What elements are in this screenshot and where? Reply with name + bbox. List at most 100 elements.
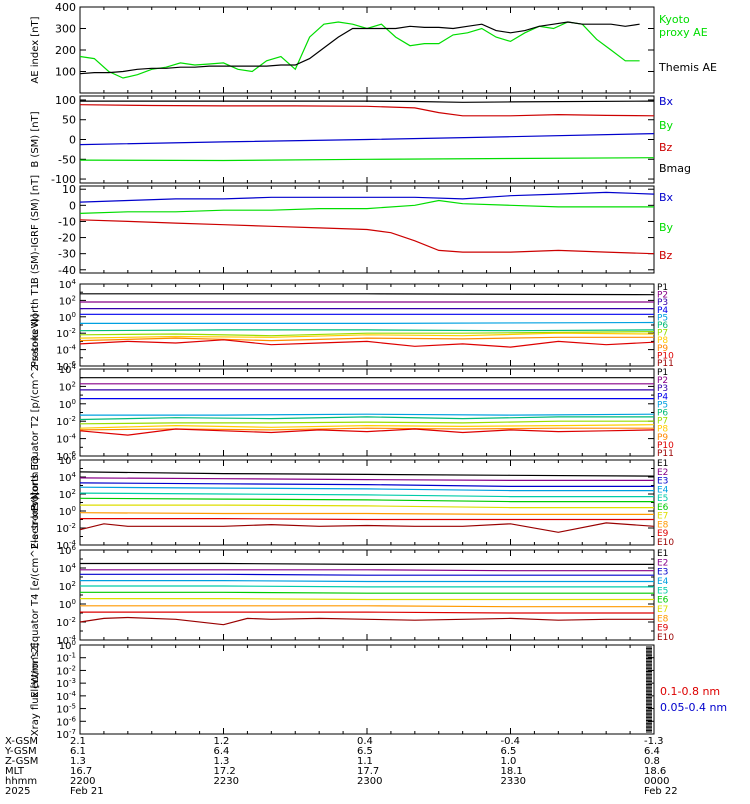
y-tick-label-xray: 10-2 (56, 664, 76, 677)
series-line-b_igrf-bx (80, 191, 654, 203)
y-tick-label-b_igrf: -30 (58, 248, 76, 261)
series-line-electrons_north-e2 (80, 477, 654, 481)
legend-label-electrons_north-e3: E3 (657, 477, 668, 487)
x-row-value-hhmm: 2200 (70, 776, 95, 787)
legend-label-electrons_north-e7: E7 (657, 512, 668, 522)
series-line-protons_north-p1 (80, 293, 654, 296)
y-tick-label-b_sm: -100 (51, 173, 76, 186)
y-tick-label-xray: 10-5 (56, 703, 76, 716)
legend-label-protons_north-p4: P4 (657, 306, 668, 316)
legend-label-protons_north-p11: P11 (657, 359, 674, 369)
series-line-protons_north-p8 (80, 332, 654, 339)
legend-label-electrons_north-e9: E9 (657, 529, 669, 539)
x-row-label-y-gsm: Y-GSM (4, 746, 37, 757)
series-line-electrons_north-e1 (80, 471, 654, 477)
legend-label-protons_equator-p6: P6 (657, 409, 668, 419)
series-line-protons_equator-p10 (80, 428, 654, 436)
legend-label-protons_north-p7: P7 (657, 329, 668, 339)
x-row-value-z-gsm: 1.3 (70, 756, 86, 767)
legend-label-protons_equator-p3: P3 (657, 384, 668, 394)
y-tick-label-xray: 10-6 (56, 715, 76, 728)
y-tick-label-xray: 10-3 (56, 677, 76, 690)
legend-label-protons_north-p8: P8 (657, 336, 668, 346)
legend-label-protons_equator-p1: P1 (657, 368, 668, 378)
x-row-value-x-gsm: 0.4 (357, 736, 373, 747)
x-row-value-mlt: 16.7 (70, 766, 92, 777)
x-row-value-z-gsm: 1.3 (214, 756, 230, 767)
legend-label-ae-kyoto-cont: proxy AE (659, 26, 708, 39)
series-line-protons_north-p10 (80, 339, 654, 348)
legend-label-electrons_north-e2: E2 (657, 468, 668, 478)
legend-label-electrons_equator-e6: E6 (657, 596, 669, 606)
series-line-protons_equator-p5 (80, 413, 654, 416)
y-tick-label-protons_equator: 10-2 (56, 415, 76, 428)
series-line-electrons_equator-e6 (80, 591, 654, 594)
legend-label-protons_equator-p5: P5 (657, 400, 668, 410)
x-row-label-hhmm: hhmm (5, 776, 37, 787)
y-tick-label-ae: 200 (55, 44, 76, 57)
legend-label-b_igrf-bx: Bx (659, 191, 674, 204)
x-row-value-x-gsm: -1.3 (644, 736, 664, 747)
legend-label-electrons_north-e1: E1 (657, 459, 668, 469)
series-line-electrons_north-e10 (80, 522, 654, 533)
panel-frame-protons_north (79, 283, 655, 367)
y-tick-label-electrons_north: 104 (59, 471, 77, 484)
legend-label-electrons_north-e10: E10 (657, 538, 674, 548)
series-line-b_igrf-bz (80, 219, 654, 255)
x-row-value-mlt: 17.2 (214, 766, 236, 777)
y-tick-label-b_sm: -50 (58, 153, 76, 166)
legend-label-b_sm-bz: Bz (659, 141, 673, 154)
legend-label-electrons_equator-e2: E2 (657, 558, 668, 568)
panel-frame-protons_equator (79, 368, 655, 457)
series-line-b_sm-bz (80, 104, 654, 117)
x-row-label-x-gsm: X-GSM (5, 736, 38, 747)
legend-label-electrons_equator-e4: E4 (657, 577, 669, 587)
series-line-electrons_equator-e9 (80, 611, 654, 614)
legend-label-protons_equator-p11: P11 (657, 449, 674, 459)
y-axis-label-xray: Xray flux [W/m^2] (30, 643, 41, 737)
y-tick-label-xray: 10-7 (56, 728, 76, 741)
x-row-value-hhmm: 2300 (357, 776, 382, 787)
legend-label-protons_equator-p7: P7 (657, 417, 668, 427)
y-tick-label-protons_north: 102 (59, 294, 76, 307)
series-line-protons_north-p9 (80, 336, 654, 342)
legend-label-electrons_equator-e9: E9 (657, 624, 669, 634)
legend-label-protons_north-p2: P2 (657, 291, 668, 301)
y-tick-label-electrons_equator: 10-4 (56, 634, 76, 647)
x-row-value-mlt: 18.6 (644, 766, 666, 777)
legend-label-b_igrf-by: By (659, 221, 674, 234)
x-row-value-hhmm: 2330 (501, 776, 526, 787)
x-row-label-z-gsm: Z-GSM (5, 756, 38, 767)
series-line-ae-themis-ae (80, 21, 640, 75)
x-row-value-mlt: 17.7 (357, 766, 379, 777)
y-axis-label-protons_equator: Protons Equator T2 [p/(cm^2-s-sr-keV)] (30, 314, 41, 511)
series-line-protons_equator-p8 (80, 424, 654, 429)
x-row-value-z-gsm: 0.8 (644, 756, 660, 767)
series-line-ae-kyoto-proxy-ae (80, 21, 640, 79)
y-tick-label-electrons_equator: 106 (59, 544, 77, 557)
x-row-label-2025: 2025 (5, 786, 30, 797)
series-line-electrons_equator-e1 (80, 562, 654, 566)
series-line-electrons_equator-e3 (80, 573, 654, 576)
legend-label-electrons_equator-e3: E3 (657, 568, 668, 578)
series-line-protons_north-p6 (80, 329, 654, 332)
legend-label-protons_north-p5: P5 (657, 313, 668, 323)
y-tick-label-protons_north: 10-4 (56, 344, 76, 357)
y-tick-label-electrons_north: 10-2 (56, 522, 76, 535)
y-axis-label-ae: AE index [nT] (30, 16, 41, 83)
legend-label-b_sm-by: By (659, 119, 674, 132)
y-tick-label-ae: 300 (55, 23, 76, 36)
legend-label-electrons_north-e8: E8 (657, 520, 669, 530)
series-line-b_sm-bx (80, 133, 654, 146)
legend-label-protons_north-p6: P6 (657, 321, 668, 331)
series-line-electrons_north-e9 (80, 517, 654, 521)
legend-label-b_sm-bmag: Bmag (659, 162, 691, 175)
y-tick-label-electrons_equator: 100 (59, 598, 76, 611)
y-axis-label-protons_north: Protons North T1 (30, 283, 41, 367)
y-tick-label-electrons_north: 10-4 (56, 539, 76, 552)
legend-label-xray-short: 0.05-0.4 nm (660, 701, 727, 714)
series-line-electrons_equator-e10 (80, 616, 654, 626)
series-line-electrons_equator-e7 (80, 597, 654, 601)
series-line-b_igrf-by (80, 199, 654, 214)
